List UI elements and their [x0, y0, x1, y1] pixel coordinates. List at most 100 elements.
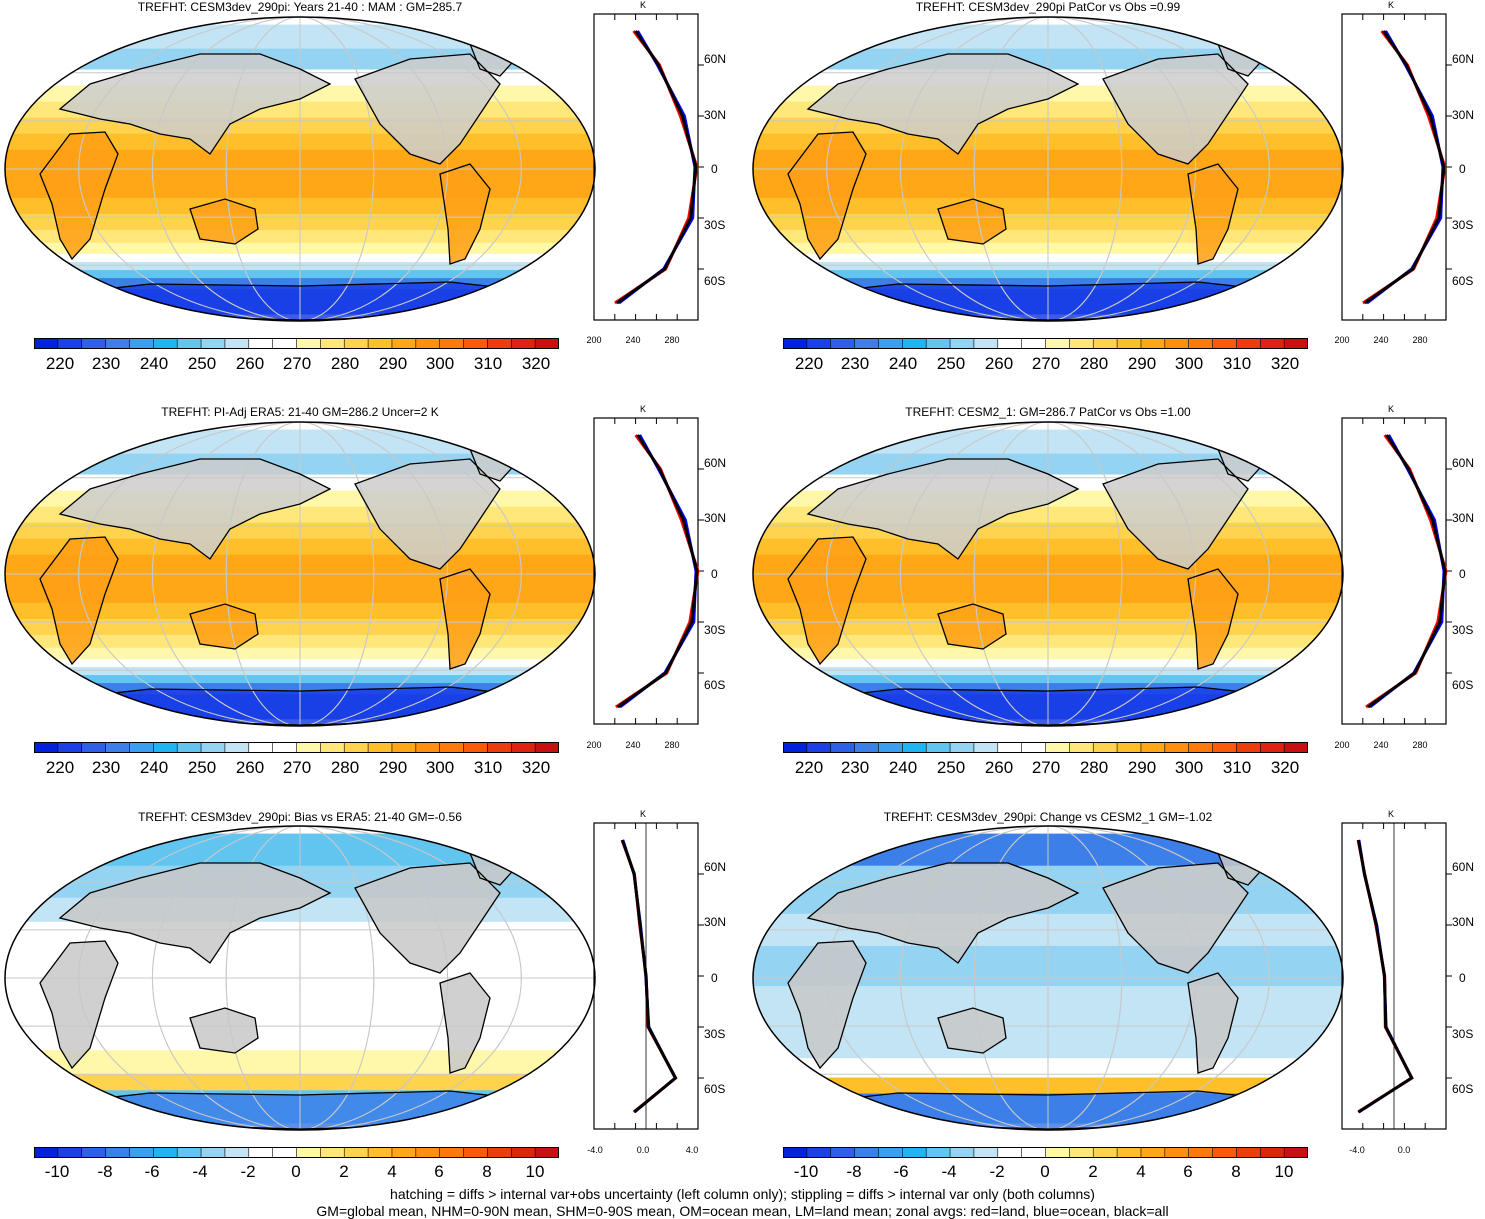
- colorbar-4: [783, 742, 1308, 754]
- colorbar-swatch: [34, 1147, 58, 1158]
- zonal-x-label: 4.0: [686, 1145, 699, 1155]
- colorbar-swatch: [807, 338, 831, 349]
- colorbar-label: 2: [339, 1162, 348, 1182]
- colorbar-swatch: [1022, 338, 1046, 349]
- colorbar-label: 0: [1040, 1162, 1049, 1182]
- colorbar-swatch: [1213, 1147, 1237, 1158]
- lat-label: 60S: [1452, 678, 1473, 692]
- zonal-all-line: [1368, 435, 1445, 707]
- colorbar-swatch: [249, 1147, 273, 1158]
- colorbar-swatch: [201, 1147, 225, 1158]
- zonal-land-line: [1363, 31, 1445, 303]
- colorbar-label: 4: [1136, 1162, 1145, 1182]
- colorbar-label: -8: [97, 1162, 112, 1182]
- colorbar-swatch: [416, 742, 440, 753]
- colorbar-swatch: [783, 1147, 807, 1158]
- colorbar-label: 10: [526, 1162, 545, 1182]
- colorbar-label: 260: [985, 354, 1013, 374]
- lat-label: 60S: [704, 1082, 725, 1096]
- colorbar-swatch: [129, 338, 153, 349]
- zonal-x-label: 280: [1412, 740, 1427, 750]
- colorbar-label: 270: [283, 354, 311, 374]
- colorbar-swatch: [368, 338, 392, 349]
- colorbar-swatch: [487, 1147, 511, 1158]
- colorbar-swatch: [974, 338, 998, 349]
- colorbar-6: [783, 1147, 1308, 1159]
- zonal-all-line: [1359, 840, 1412, 1112]
- colorbar-label: -2: [989, 1162, 1004, 1182]
- colorbar-swatch: [1165, 1147, 1189, 1158]
- colorbar-swatch: [225, 742, 249, 753]
- lat-label: 30N: [704, 915, 726, 929]
- zonal-x-label: 240: [625, 740, 640, 750]
- colorbar-label: 260: [236, 758, 264, 778]
- colorbar-label: 220: [46, 354, 74, 374]
- colorbar-swatch: [902, 338, 926, 349]
- colorbar-label: 310: [1223, 758, 1251, 778]
- colorbar-swatch: [1284, 1147, 1308, 1158]
- colorbar-label: 280: [1080, 758, 1108, 778]
- colorbar-label: 300: [426, 758, 454, 778]
- zonal-land-line: [622, 840, 676, 1112]
- colorbar-swatch: [950, 1147, 974, 1158]
- colorbar-label: -2: [240, 1162, 255, 1182]
- lat-label: 30S: [704, 623, 725, 637]
- colorbar-swatch: [440, 338, 464, 349]
- lat-label: 60S: [1452, 274, 1473, 288]
- zonal-all-line: [618, 435, 697, 707]
- colorbar-swatch: [225, 1147, 249, 1158]
- colorbar-label: -6: [893, 1162, 908, 1182]
- lat-label: 60N: [1452, 860, 1474, 874]
- colorbar-label: 250: [937, 758, 965, 778]
- lat-label: 30S: [1452, 1027, 1473, 1041]
- zonal-x-label: 280: [664, 335, 679, 345]
- colorbar-label: 270: [1032, 758, 1060, 778]
- colorbar-label: 230: [841, 758, 869, 778]
- colorbar-swatch: [1046, 742, 1070, 753]
- colorbar-swatch: [535, 338, 559, 349]
- colorbar-swatch: [1284, 338, 1308, 349]
- colorbar-swatch: [1189, 742, 1213, 753]
- map-panel-5: [0, 823, 600, 1133]
- colorbar-3: [34, 742, 559, 754]
- colorbar-swatch: [1093, 742, 1117, 753]
- colorbar-swatch: [807, 1147, 831, 1158]
- colorbar-swatch: [177, 742, 201, 753]
- colorbar-swatch: [511, 742, 535, 753]
- colorbar-swatch: [1022, 1147, 1046, 1158]
- zonal-x-label: -4.0: [587, 1145, 603, 1155]
- colorbar-swatch: [1141, 338, 1165, 349]
- lat-label: 0: [1459, 567, 1466, 581]
- colorbar-swatch: [783, 742, 807, 753]
- colorbar-label: 250: [188, 758, 216, 778]
- colorbar-label: 320: [522, 758, 550, 778]
- colorbar-label: 320: [522, 354, 550, 374]
- colorbar-swatch: [831, 338, 855, 349]
- lat-label: 30N: [1452, 108, 1474, 122]
- colorbar-swatch: [950, 338, 974, 349]
- colorbar-swatch: [106, 338, 130, 349]
- colorbar-label: 300: [1175, 354, 1203, 374]
- colorbar-swatch: [855, 742, 879, 753]
- colorbar-swatch: [392, 338, 416, 349]
- colorbar-swatch: [998, 338, 1022, 349]
- zonal-unit-1: K: [640, 0, 646, 10]
- zonal-x-label: 200: [1334, 740, 1349, 750]
- colorbar-swatch: [1046, 338, 1070, 349]
- colorbar-swatch: [1069, 338, 1093, 349]
- colorbar-swatch: [1141, 1147, 1165, 1158]
- colorbar-label: 280: [1080, 354, 1108, 374]
- colorbar-label: 240: [889, 354, 917, 374]
- lat-label: 30N: [1452, 915, 1474, 929]
- colorbar-swatch: [464, 338, 488, 349]
- zonal-unit-2: K: [1388, 0, 1394, 10]
- colorbar-swatch: [831, 1147, 855, 1158]
- colorbar-label: 240: [140, 758, 168, 778]
- colorbar-swatch: [273, 338, 297, 349]
- colorbar-label: 310: [474, 758, 502, 778]
- colorbar-label: 270: [283, 758, 311, 778]
- colorbar-swatch: [273, 742, 297, 753]
- colorbar-swatch: [416, 1147, 440, 1158]
- colorbar-swatch: [297, 1147, 321, 1158]
- lat-label: 60S: [1452, 1082, 1473, 1096]
